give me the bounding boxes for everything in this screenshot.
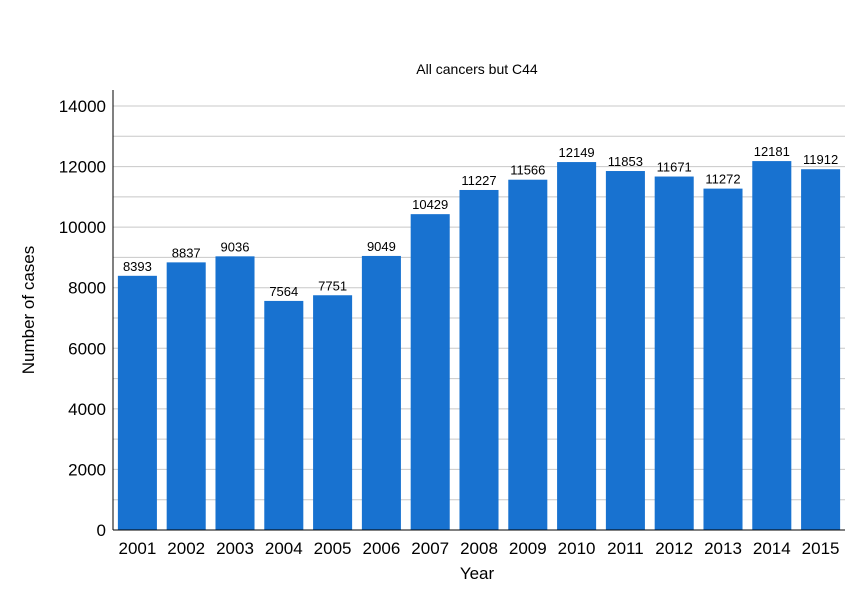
bar-value-label: 11272: [705, 172, 740, 187]
x-tick-label: 2004: [265, 539, 303, 558]
y-tick-label: 4000: [68, 400, 106, 419]
bar: [654, 176, 694, 530]
x-tick-label: 2005: [314, 539, 352, 558]
y-tick-labels: 0 2000 4000 6000 8000 10000 12000 14000: [59, 97, 106, 540]
bar: [117, 275, 157, 530]
bar-value-label: 11227: [461, 173, 496, 188]
bar: [752, 161, 792, 530]
x-tick-label: 2011: [607, 539, 644, 558]
y-tick-label: 2000: [68, 460, 106, 479]
bar: [703, 188, 743, 530]
x-tick-labels: 2001 2002 2003 2004 2005 2006 2007 2008 2009 2010…: [118, 539, 839, 558]
bar: [166, 262, 206, 530]
bar-value-label: 8393: [123, 259, 152, 274]
bar: [313, 295, 353, 530]
x-tick-label: 2010: [558, 539, 596, 558]
bar-value-label: 8837: [172, 245, 201, 260]
bar-value-label: 11566: [510, 163, 545, 178]
bar-value-label: 11912: [803, 152, 838, 167]
bar-value-label: 10429: [412, 197, 448, 212]
y-axis-label: Number of cases: [19, 246, 38, 375]
bar: [410, 214, 450, 531]
bar: [508, 179, 548, 530]
y-tick-label: 14000: [59, 97, 106, 116]
y-tick-label: 0: [97, 521, 106, 540]
bar-value-label: 9036: [221, 239, 250, 254]
bar-value-label: 7564: [269, 284, 298, 299]
x-tick-label: 2014: [753, 539, 791, 558]
x-tick-label: 2013: [704, 539, 742, 558]
bar: [361, 255, 401, 530]
bar-value-label: 12149: [559, 145, 595, 160]
bars: [117, 161, 841, 531]
bar-labels: 8393 8837 9036 7564 7751 9049 10429 11227 11566 1…: [123, 144, 838, 299]
bar-value-label: 9049: [367, 239, 396, 254]
x-tick-label: 2009: [509, 539, 547, 558]
bar: [215, 256, 255, 530]
x-tick-label: 2007: [411, 539, 449, 558]
y-tick-label: 10000: [59, 218, 106, 237]
bar-value-label: 11853: [608, 154, 643, 169]
x-tick-label: 2008: [460, 539, 498, 558]
x-tick-label: 2006: [362, 539, 400, 558]
y-tick-label: 12000: [59, 158, 106, 177]
bar: [605, 171, 645, 530]
chart-title: All cancers but C44: [416, 61, 538, 77]
bar: [264, 300, 304, 530]
x-axis-label: Year: [460, 564, 495, 583]
bar-value-label: 11671: [657, 160, 692, 175]
y-tick-label: 6000: [68, 339, 106, 358]
bar: [557, 162, 597, 531]
x-tick-label: 2003: [216, 539, 254, 558]
bar-value-label: 7751: [318, 278, 347, 293]
bar: [459, 189, 499, 530]
x-tick-label: 2001: [118, 539, 156, 558]
bar-value-label: 12181: [754, 144, 790, 159]
x-tick-label: 2002: [167, 539, 205, 558]
x-tick-label: 2012: [655, 539, 693, 558]
y-tick-label: 8000: [68, 279, 106, 298]
bar: [801, 169, 841, 530]
x-tick-label: 2015: [802, 539, 840, 558]
